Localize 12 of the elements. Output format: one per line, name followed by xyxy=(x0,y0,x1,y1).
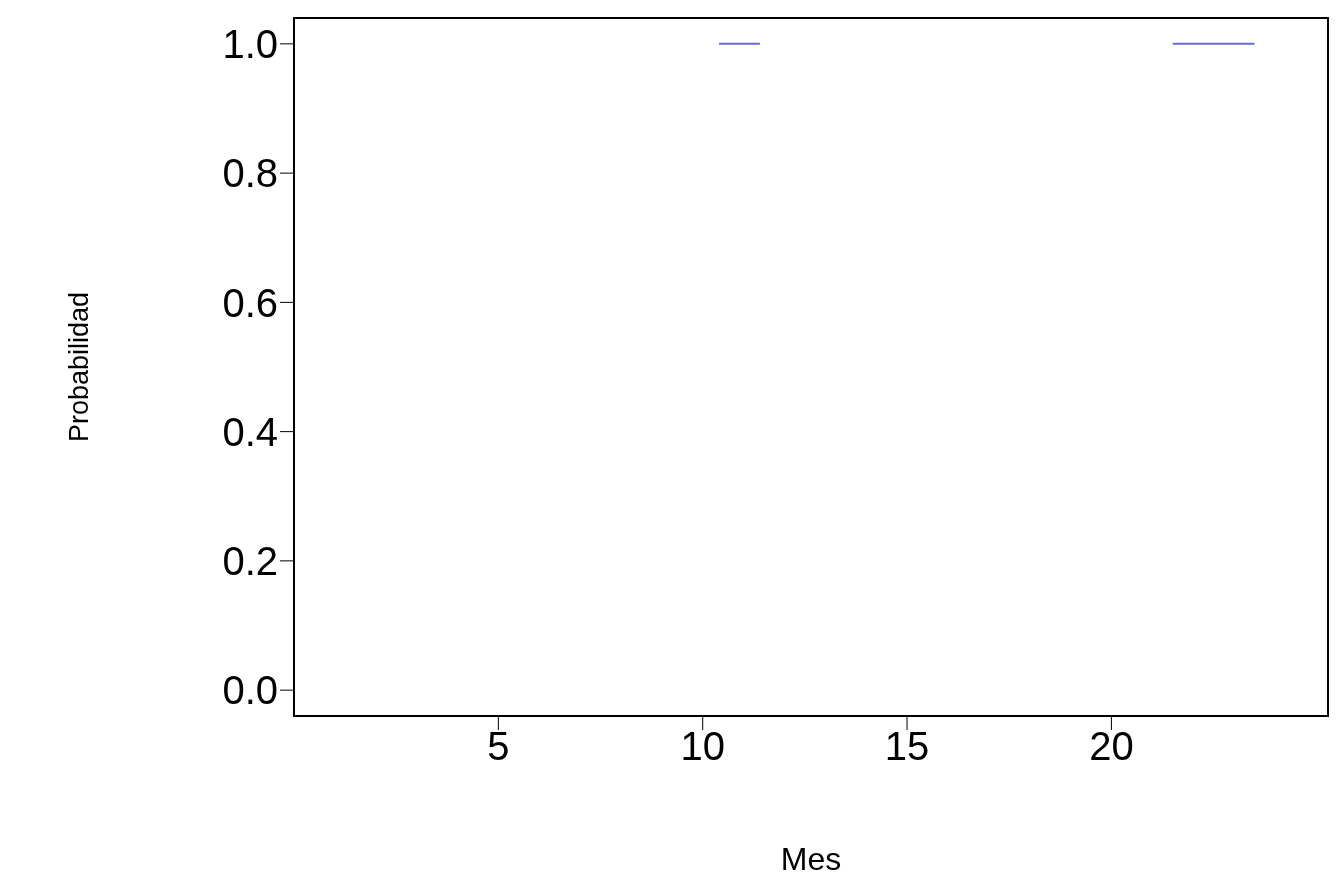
x-axis-title: Mes xyxy=(780,841,842,877)
x-tick-label: 5 xyxy=(487,724,510,769)
x-tick-label: 15 xyxy=(884,724,930,769)
y-tick-label: 0.2 xyxy=(222,539,278,584)
x-tick-label: 10 xyxy=(680,724,725,769)
y-tick-label: 1.0 xyxy=(222,22,278,67)
y-axis-title: Probabilidad xyxy=(64,291,94,443)
y-tick-label: 0.8 xyxy=(222,151,278,196)
y-tick-label: 0.4 xyxy=(222,409,278,454)
y-tick-label: 0.6 xyxy=(222,280,278,325)
x-tick-label: 20 xyxy=(1089,724,1134,769)
y-tick-label: 0.0 xyxy=(222,668,278,713)
